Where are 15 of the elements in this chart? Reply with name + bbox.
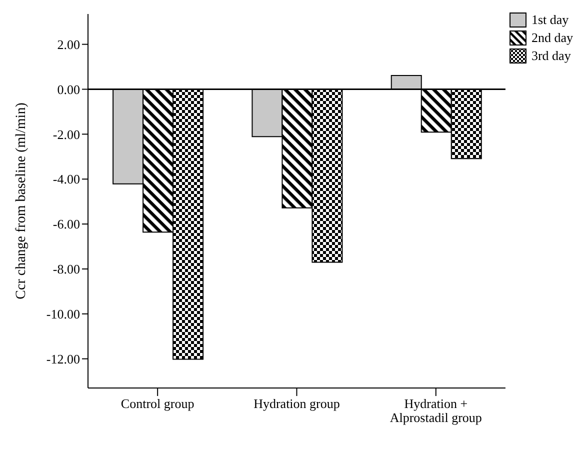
- x-tick-label: Hydration + Alprostadil group: [390, 396, 482, 425]
- y-tick-label: -6.00: [52, 216, 80, 232]
- legend-label: 1st day: [531, 12, 569, 28]
- y-tick-label: -8.00: [52, 262, 80, 277]
- x-tick-label: Control group: [120, 396, 194, 411]
- text: 3rd day: [531, 48, 571, 64]
- x-tick-label: Hydration group: [254, 396, 340, 411]
- y-tick-label: -10.00: [46, 306, 80, 322]
- y-tick-label: -2.00: [52, 126, 80, 142]
- y-axis-title: Ccr change from baseline (ml/min): [14, 102, 29, 300]
- y-tick-label: -4.00: [52, 172, 80, 187]
- y-tick-label: 0.00: [57, 82, 80, 97]
- y-tick-label: 2.00: [57, 36, 80, 52]
- y-tick-label: -12.00: [46, 351, 80, 366]
- text: 2nd day: [531, 30, 573, 46]
